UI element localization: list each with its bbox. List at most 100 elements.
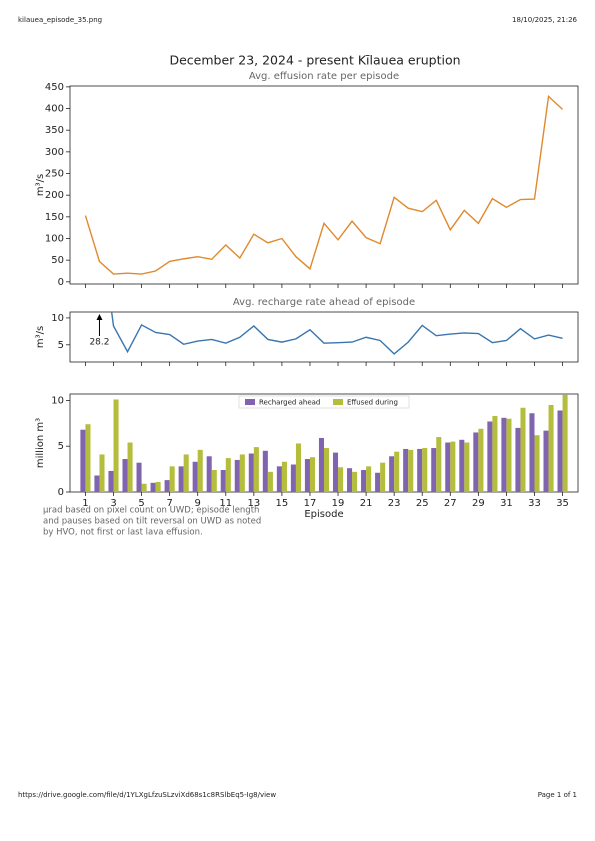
chart-subtitle: Avg. effusion rate per episode — [249, 71, 399, 82]
plot-frame — [69, 85, 579, 285]
bar — [417, 448, 423, 492]
bar — [375, 472, 381, 492]
bar — [85, 424, 91, 492]
bar — [113, 399, 119, 492]
x-tick-label: 29 — [472, 498, 485, 509]
bar — [534, 435, 540, 492]
x-tick-label: 33 — [528, 498, 541, 509]
y-tick-label: 150 — [45, 212, 64, 223]
x-tick-label: 13 — [247, 498, 260, 509]
bar — [164, 480, 170, 492]
bar — [506, 418, 512, 492]
bar — [557, 410, 563, 492]
bar — [304, 459, 310, 492]
bar — [281, 461, 287, 492]
bar — [94, 475, 100, 492]
bar — [347, 468, 353, 492]
bar — [155, 481, 161, 492]
chart-subtitle: Avg. recharge rate ahead of episode — [233, 297, 415, 308]
x-tick-label: 11 — [219, 498, 232, 509]
bar — [318, 437, 324, 492]
bar — [361, 470, 367, 492]
bar — [99, 454, 105, 492]
bar — [487, 421, 493, 492]
note: and pauses based on tilt reversal on UWD… — [43, 517, 261, 527]
bar — [464, 442, 470, 492]
bar — [332, 452, 339, 492]
bar — [422, 448, 428, 492]
y-tick-label: 450 — [45, 82, 64, 93]
line — [110, 312, 563, 355]
bar — [183, 454, 189, 492]
bar — [206, 456, 212, 492]
bar — [150, 482, 156, 492]
header-left: kilauea_episode_35.png — [18, 16, 102, 24]
bar — [492, 415, 498, 492]
bar — [80, 429, 86, 492]
bar — [352, 471, 358, 492]
footer-left: https://drive.google.com/file/d/1YLXgLfz… — [18, 791, 276, 799]
y-tick-label: 10 — [51, 313, 64, 324]
bar — [197, 449, 203, 492]
y-tick-label: 400 — [45, 104, 64, 115]
bar — [408, 449, 414, 492]
y-axis-label: million m³ — [35, 418, 46, 468]
plot-frame — [69, 311, 579, 363]
legend-swatch — [245, 399, 255, 405]
bar — [192, 461, 198, 492]
y-tick-label: 0 — [58, 487, 64, 498]
bar — [562, 394, 568, 492]
bar — [548, 404, 554, 492]
x-tick-label: 9 — [195, 498, 201, 509]
x-tick-label: 17 — [304, 498, 317, 509]
y-tick-label: 5 — [58, 340, 64, 351]
x-tick-label: 15 — [276, 498, 289, 509]
bar — [520, 407, 526, 492]
bar — [445, 442, 451, 492]
arrow-head — [96, 314, 103, 320]
x-tick-label: 1 — [82, 498, 88, 509]
x-tick-label: 25 — [416, 498, 429, 509]
bar — [225, 458, 231, 492]
bar — [220, 470, 226, 492]
bar — [403, 448, 409, 492]
y-tick-label: 200 — [45, 190, 64, 201]
y-tick-label: 300 — [45, 147, 64, 158]
x-axis-label: Episode — [304, 509, 343, 520]
bar — [141, 483, 147, 492]
y-tick-label: 0 — [58, 277, 64, 288]
bar — [248, 453, 254, 492]
y-tick-label: 50 — [51, 255, 64, 266]
bar — [262, 450, 268, 492]
bar — [276, 466, 282, 492]
x-tick-label: 7 — [166, 498, 172, 509]
bar — [324, 448, 330, 492]
y-tick-label: 250 — [45, 169, 64, 180]
x-tick-label: 35 — [556, 498, 569, 509]
bar — [122, 459, 128, 492]
x-tick-label: 23 — [388, 498, 401, 509]
y-axis-label: m³/s — [35, 174, 46, 196]
bar — [338, 467, 344, 492]
bar — [309, 457, 316, 492]
note: µrad based on pixel count on UWD; episod… — [43, 506, 259, 516]
x-tick-label: 31 — [500, 498, 513, 509]
bar — [169, 466, 175, 492]
footer-right: Page 1 of 1 — [538, 791, 577, 799]
bar — [290, 464, 296, 492]
bar — [501, 417, 507, 492]
bar — [295, 443, 301, 492]
bar — [239, 454, 245, 492]
bar — [178, 466, 184, 492]
bar — [108, 470, 114, 492]
header-right: 18/10/2025, 21:26 — [512, 16, 578, 24]
bar — [473, 432, 479, 492]
value-label: 28.2 — [89, 338, 109, 348]
chart-title: December 23, 2024 - present Kīlauea erup… — [169, 53, 460, 68]
bar — [515, 427, 521, 492]
bar — [127, 442, 133, 492]
y-tick-label: 10 — [51, 395, 64, 406]
bar — [543, 430, 549, 492]
bar — [450, 441, 456, 492]
